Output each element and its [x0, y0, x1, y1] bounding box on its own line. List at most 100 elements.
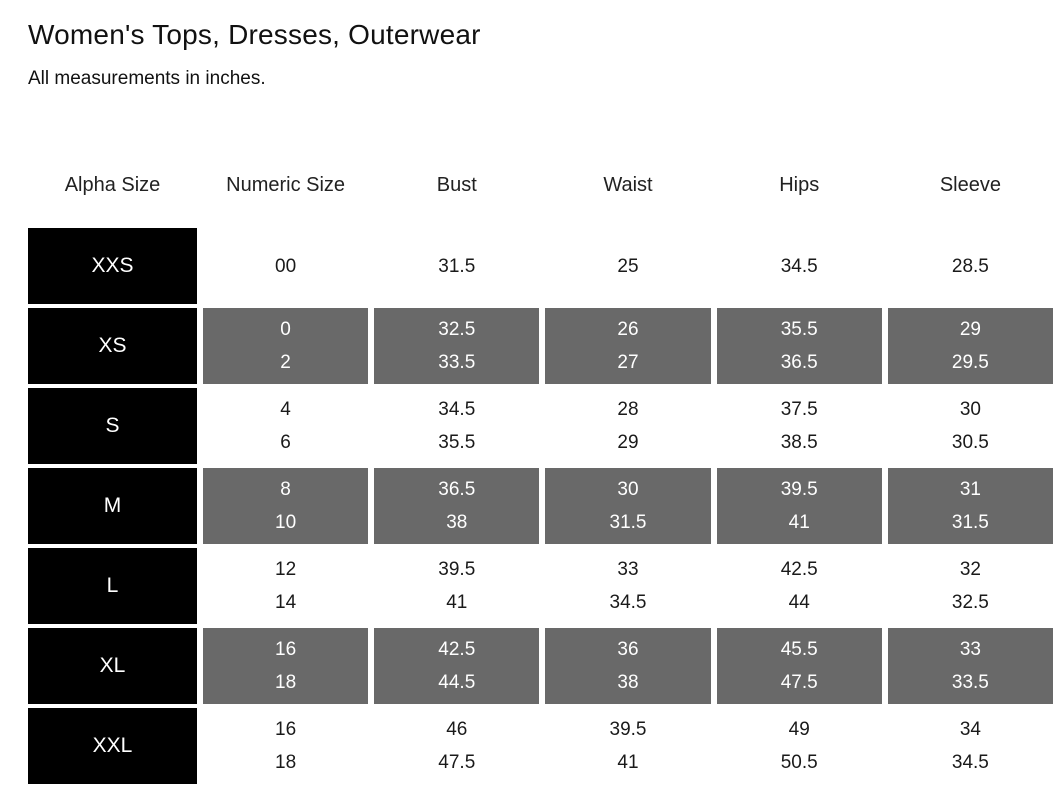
- bust-value: 42.5: [438, 639, 476, 661]
- alpha-size-cell-xl: XL: [28, 628, 197, 705]
- hips-value: 35.5: [780, 319, 818, 341]
- waist-value: 36: [617, 639, 639, 661]
- sleeve-value: 28.5: [951, 255, 989, 277]
- bust-value: 35.5: [438, 432, 476, 454]
- bust-value: 34.5: [438, 399, 476, 421]
- sleeve-value: 32.5: [951, 592, 989, 614]
- numeric-cell-m: 8 10: [203, 468, 369, 545]
- bust-cell-xl: 42.5 44.5: [374, 628, 540, 705]
- waist-cell-s: 28 29: [545, 388, 710, 464]
- sleeve-value: 33: [959, 639, 981, 661]
- sleeve-value: 34: [959, 719, 981, 741]
- numeric-value: 16: [275, 639, 297, 661]
- bust-cell-xxs: 31.5: [374, 228, 539, 304]
- numeric-cell-xxl: 16 18: [203, 708, 368, 784]
- column-header-hips: Hips: [779, 173, 820, 196]
- waist-value: 30: [617, 479, 639, 501]
- bust-value: 38: [446, 512, 468, 534]
- hips-value: 45.5: [780, 639, 818, 661]
- numeric-value: 4: [280, 399, 291, 421]
- hips-value: 36.5: [780, 352, 818, 374]
- alpha-size-cell-xxs: XXS: [28, 228, 197, 305]
- sleeve-cell-l: 32 32.5: [888, 548, 1053, 624]
- bust-cell-xs: 32.5 33.5: [374, 308, 540, 385]
- waist-value: 38: [617, 672, 639, 694]
- hips-value: 39.5: [780, 479, 818, 501]
- bust-value: 44.5: [438, 672, 476, 694]
- sleeve-cell-xxl: 34 34.5: [888, 708, 1053, 784]
- bust-value: 36.5: [438, 479, 476, 501]
- sleeve-cell-xxs: 28.5: [888, 228, 1053, 304]
- bust-value: 39.5: [438, 559, 476, 581]
- sleeve-cell-xs: 29 29.5: [887, 308, 1053, 385]
- waist-cell-xs: 26 27: [545, 308, 711, 385]
- waist-cell-l: 33 34.5: [545, 548, 710, 624]
- hips-cell-s: 37.5 38.5: [717, 388, 882, 464]
- hips-value: 49: [788, 719, 810, 741]
- bust-value: 31.5: [438, 255, 476, 277]
- numeric-value: 18: [275, 752, 297, 774]
- bust-value: 32.5: [438, 319, 476, 341]
- waist-cell-xxs: 25: [545, 228, 710, 304]
- numeric-cell-xxs: 00: [203, 228, 368, 304]
- alpha-size-cell-s: S: [28, 388, 197, 465]
- hips-cell-xxl: 49 50.5: [717, 708, 882, 784]
- alpha-size-cell-m: M: [28, 468, 197, 545]
- waist-value: 39.5: [609, 719, 647, 741]
- waist-value: 25: [617, 255, 639, 277]
- column-header-numeric-size: Numeric Size: [226, 173, 346, 196]
- waist-value: 34.5: [609, 592, 647, 614]
- bust-value: 47.5: [438, 752, 476, 774]
- waist-cell-xl: 36 38: [545, 628, 711, 705]
- waist-value: 33: [617, 559, 639, 581]
- hips-value: 50.5: [780, 752, 818, 774]
- waist-value: 29: [617, 432, 639, 454]
- waist-value: 26: [617, 319, 639, 341]
- hips-cell-xs: 35.5 36.5: [716, 308, 882, 385]
- numeric-value: 8: [280, 479, 291, 501]
- hips-cell-m: 39.5 41: [716, 468, 882, 545]
- hips-cell-xl: 45.5 47.5: [716, 628, 882, 705]
- bust-value: 46: [446, 719, 468, 741]
- numeric-cell-xl: 16 18: [203, 628, 369, 705]
- sleeve-value: 29: [959, 319, 981, 341]
- hips-cell-xxs: 34.5: [717, 228, 882, 304]
- sleeve-cell-m: 31 31.5: [887, 468, 1053, 545]
- numeric-value: 00: [275, 255, 297, 277]
- column-header-sleeve: Sleeve: [939, 173, 1001, 196]
- sleeve-value: 30.5: [951, 432, 989, 454]
- numeric-value: 10: [275, 512, 297, 534]
- bust-cell-m: 36.5 38: [374, 468, 540, 545]
- sleeve-value: 29.5: [951, 352, 989, 374]
- bust-value: 33.5: [438, 352, 476, 374]
- numeric-value: 12: [275, 559, 297, 581]
- bust-value: 41: [446, 592, 468, 614]
- size-chart-table: Alpha Size Numeric Size Bust Waist Hips Sleev…: [28, 154, 1053, 785]
- hips-value: 42.5: [780, 559, 818, 581]
- sleeve-value: 31: [959, 479, 981, 501]
- hips-cell-l: 42.5 44: [717, 548, 882, 624]
- column-header-bust: Bust: [436, 173, 477, 196]
- waist-cell-xxl: 39.5 41: [545, 708, 710, 784]
- bust-cell-s: 34.5 35.5: [374, 388, 539, 464]
- column-header-alpha-size: Alpha Size: [64, 173, 161, 196]
- hips-value: 44: [788, 592, 810, 614]
- hips-value: 47.5: [780, 672, 818, 694]
- numeric-value: 16: [275, 719, 297, 741]
- column-header-waist: Waist: [603, 173, 653, 196]
- numeric-value: 18: [275, 672, 297, 694]
- waist-value: 41: [617, 752, 639, 774]
- waist-cell-m: 30 31.5: [545, 468, 711, 545]
- numeric-value: 14: [275, 592, 297, 614]
- hips-value: 37.5: [780, 399, 818, 421]
- numeric-cell-l: 12 14: [203, 548, 368, 624]
- bust-cell-xxl: 46 47.5: [374, 708, 539, 784]
- waist-value: 27: [617, 352, 639, 374]
- numeric-value: 0: [280, 319, 291, 341]
- page-subtitle: All measurements in inches.: [28, 67, 266, 89]
- alpha-size-cell-xs: XS: [28, 308, 197, 385]
